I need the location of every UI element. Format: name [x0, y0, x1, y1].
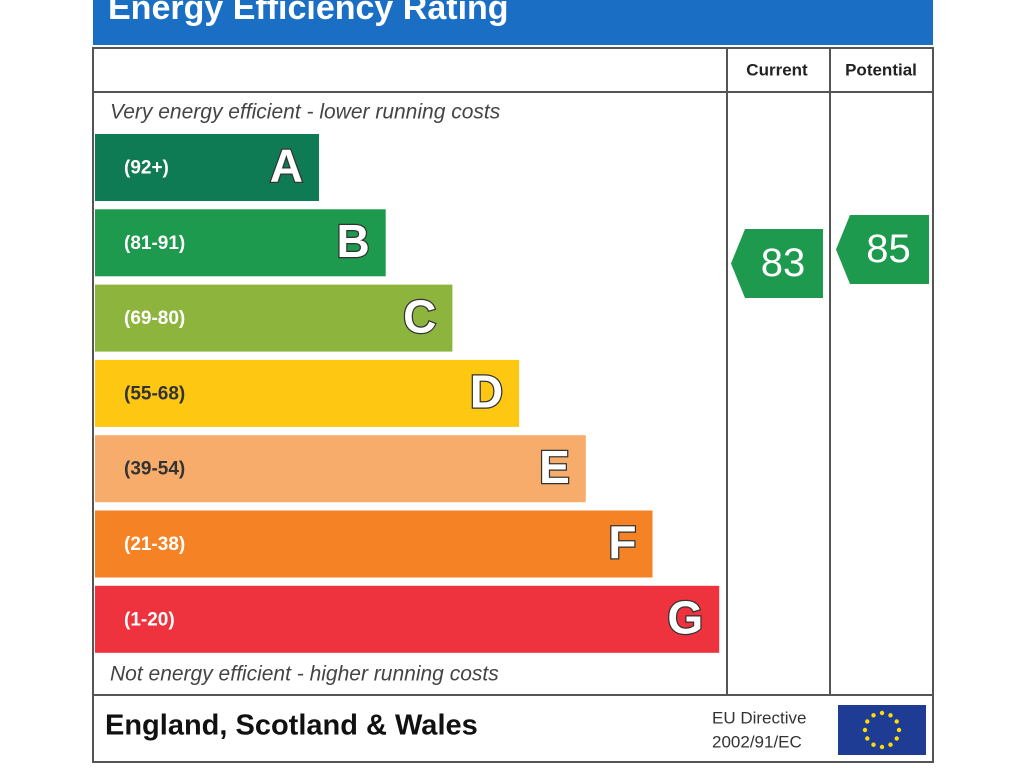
band-range: (69-80)	[124, 308, 185, 329]
band-range: (55-68)	[124, 383, 185, 404]
band-letter: C	[403, 290, 436, 342]
band-bar	[95, 585, 720, 653]
star	[896, 727, 902, 733]
band-bar	[95, 134, 319, 201]
star	[888, 713, 893, 718]
band-letter: G	[667, 591, 703, 643]
band-range: (81-91)	[124, 233, 185, 254]
region: England, Scotland & Wales	[105, 710, 478, 742]
star	[871, 742, 876, 747]
top-note: Very energy efficient - lower running co…	[110, 101, 501, 124]
star	[894, 736, 899, 741]
star	[862, 727, 868, 733]
band-range: (1-20)	[124, 609, 175, 630]
band-letter: B	[336, 215, 369, 267]
band-range: (92+)	[124, 158, 169, 179]
directive: EU Directive	[712, 708, 806, 727]
band-range: (21-38)	[124, 534, 185, 555]
star	[865, 719, 870, 724]
band-bar	[95, 359, 520, 427]
title-bar	[93, 0, 933, 45]
rating-value: 83	[761, 241, 806, 285]
band-bar	[95, 435, 586, 503]
star	[865, 736, 870, 741]
star	[888, 742, 893, 747]
rating-value: 85	[866, 227, 911, 271]
column-header: Potential	[845, 60, 917, 79]
star	[879, 710, 885, 716]
band-bar	[95, 209, 386, 277]
column-header: Current	[746, 60, 808, 79]
directive: 2002/91/EC	[712, 732, 802, 751]
band-bar	[95, 510, 653, 578]
band-letter: D	[470, 366, 503, 418]
band-range: (39-54)	[124, 459, 185, 480]
band-letter: A	[270, 140, 303, 192]
title: Energy Efficiency Rating	[108, 0, 509, 27]
bottom-note: Not energy efficient - higher running co…	[110, 663, 499, 686]
band-bar	[95, 284, 453, 352]
rating-arrow	[731, 229, 823, 298]
rating-arrow	[836, 215, 929, 284]
star	[894, 719, 899, 724]
frame	[92, 47, 934, 763]
band-letter: F	[608, 516, 636, 568]
eu-stars	[862, 710, 902, 750]
star	[871, 713, 876, 718]
band-letter: E	[539, 441, 570, 493]
star	[879, 744, 885, 750]
